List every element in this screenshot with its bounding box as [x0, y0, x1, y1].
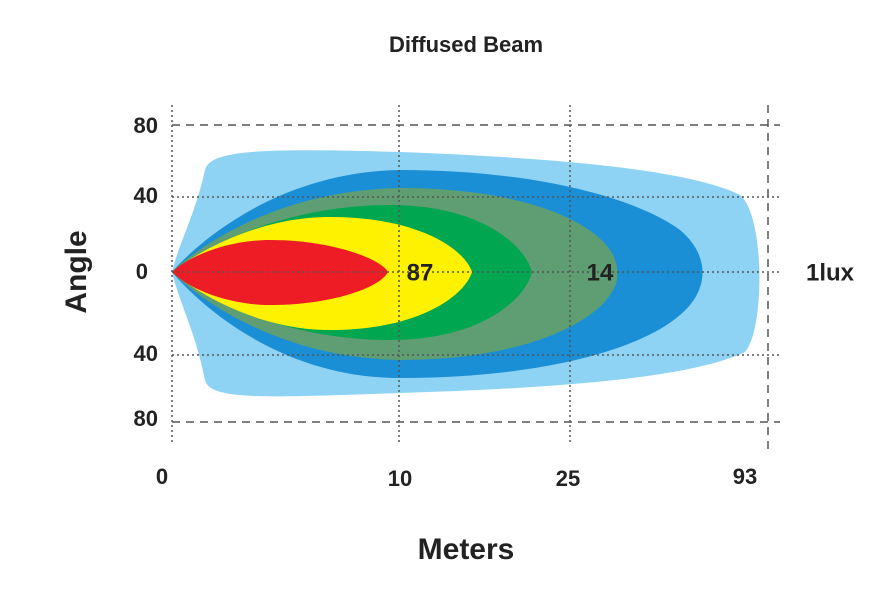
x-axis-label: Meters — [418, 533, 515, 566]
x-tick-label: 93 — [733, 464, 757, 489]
y-tick-label: 0 — [136, 259, 148, 284]
y-tick-label: 80 — [134, 406, 158, 431]
zone-label: 87 — [407, 259, 434, 286]
y-tick-label: 40 — [134, 183, 158, 208]
grid — [171, 105, 780, 450]
zone-label: 1lux — [806, 259, 855, 286]
y-tick-label: 40 — [134, 341, 158, 366]
zone-label: 14 — [587, 259, 614, 286]
x-tick-label: 10 — [388, 466, 412, 491]
y-tick-label: 80 — [134, 113, 158, 138]
x-tick-label: 25 — [556, 466, 580, 491]
y-axis-label: Angle — [60, 230, 93, 313]
x-tick-label: 0 — [156, 464, 168, 489]
title: Diffused Beam — [389, 32, 543, 57]
zone-red — [172, 240, 388, 305]
beam-zones — [172, 150, 760, 397]
